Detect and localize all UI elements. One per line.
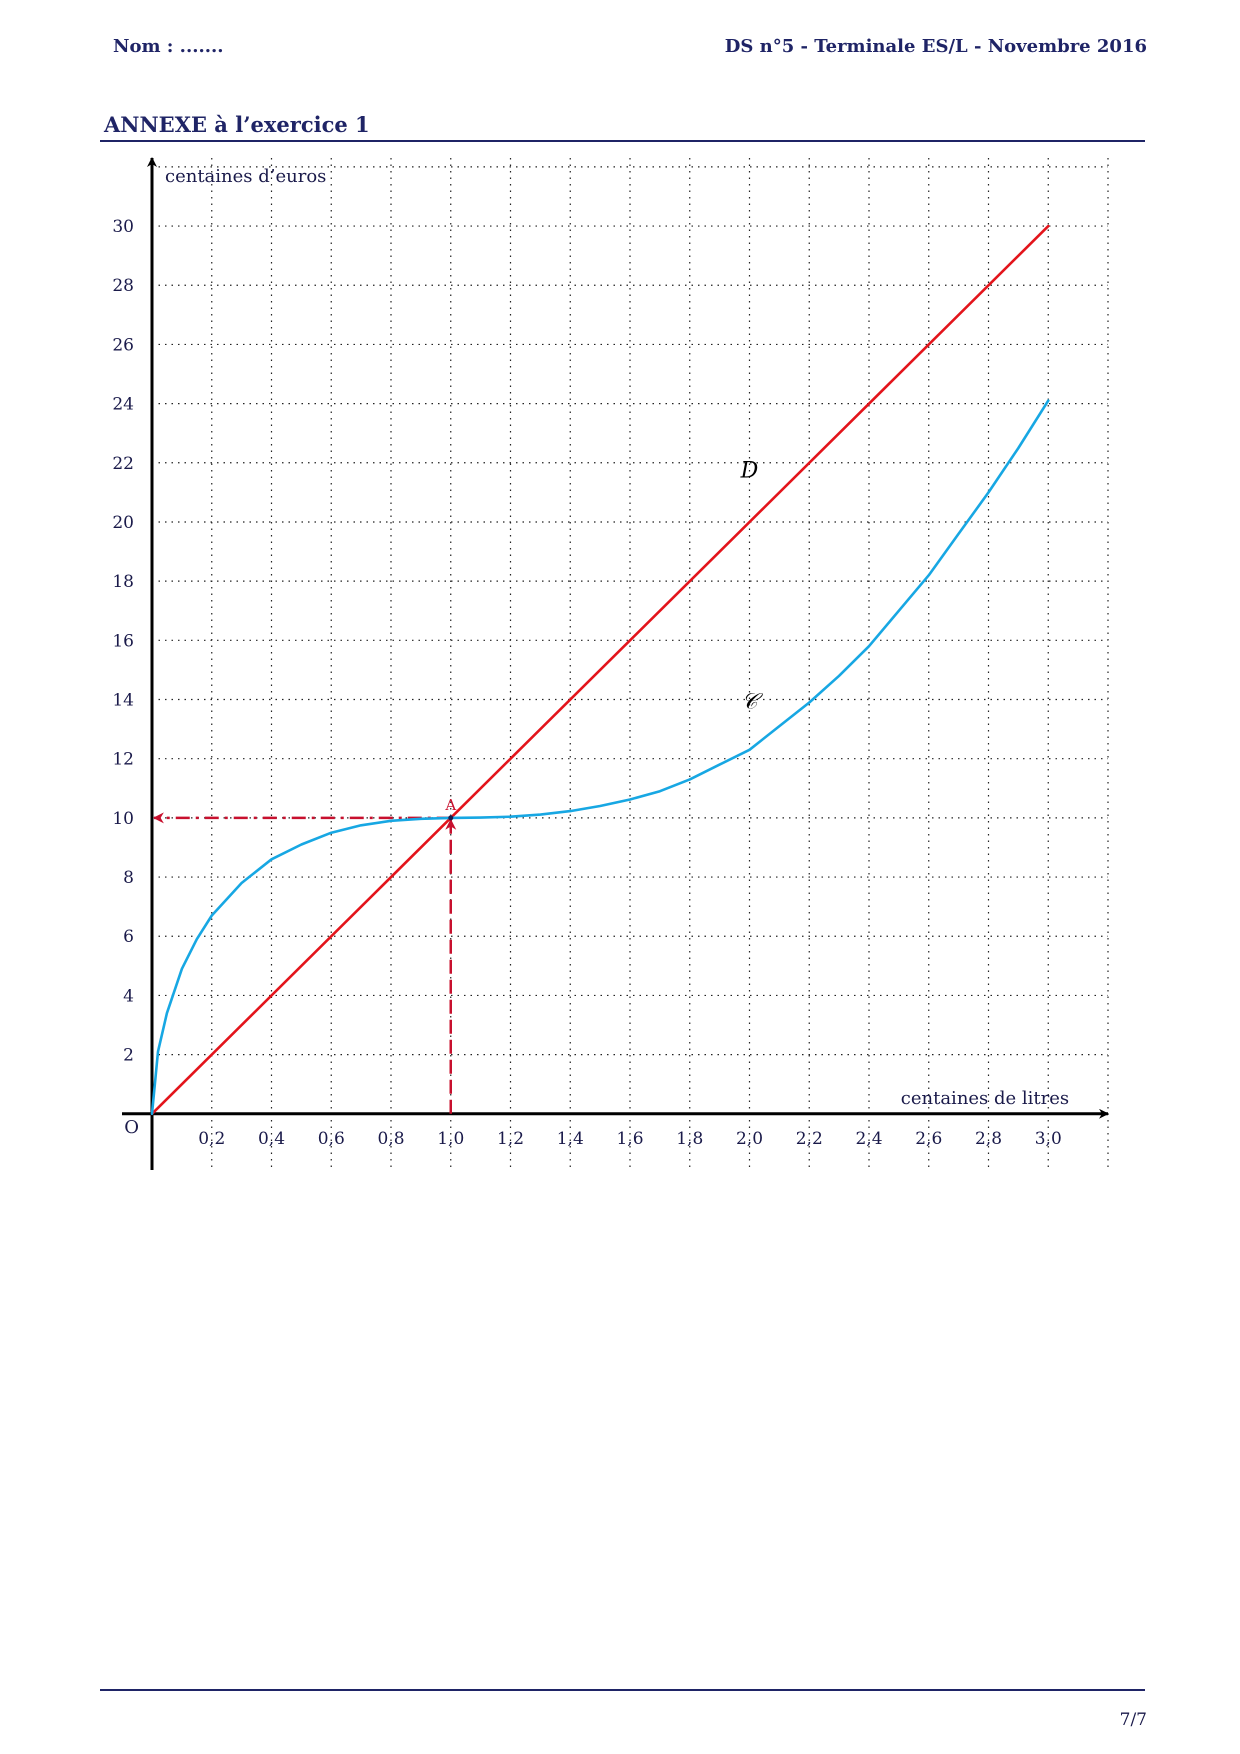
curve-c-label: 𝒞 xyxy=(741,689,763,714)
x-tick-label: 0,2 xyxy=(198,1129,225,1149)
annexe-title: ANNEXE à l’exercice 1 xyxy=(104,112,370,137)
y-tick-label: 8 xyxy=(123,868,134,888)
x-tick-label: 2,4 xyxy=(855,1129,882,1149)
y-tick-label: 28 xyxy=(112,276,134,296)
y-tick-label: 22 xyxy=(112,454,134,474)
x-tick-label: 0,4 xyxy=(258,1129,285,1149)
y-tick-label: 18 xyxy=(112,572,134,592)
page-number: 7/7 xyxy=(1119,1710,1147,1730)
x-tick-label: 1,6 xyxy=(616,1129,643,1149)
x-axis-title: centaines de litres xyxy=(901,1088,1069,1109)
x-tick-label: 0,6 xyxy=(318,1129,345,1149)
x-tick-label: 1,0 xyxy=(437,1129,464,1149)
tick-labels: 0,2 0,4 0,6 0,8 1,0 1,2 1,4 1,6 1,8 2,0 2,2 2,4 2,6 2… xyxy=(112,217,1061,1149)
y-tick-label: 10 xyxy=(112,809,134,829)
y-axis-title: centaines d’euros xyxy=(165,166,326,187)
guide-lines xyxy=(152,812,457,1114)
y-tick-label: 16 xyxy=(112,631,134,651)
y-tick-label: 30 xyxy=(112,217,134,237)
chart-labels: centaines d’euros centaines de litres D 𝒞 A xyxy=(165,166,1069,1109)
x-tick-label: 2,8 xyxy=(975,1129,1002,1149)
x-tick-label: 2,6 xyxy=(915,1129,942,1149)
header-exam-info: DS n°5 - Terminale ES/L - Novembre 2016 xyxy=(724,36,1147,57)
x-tick-label: 1,2 xyxy=(497,1129,524,1149)
x-tick-label: 2,2 xyxy=(796,1129,823,1149)
x-tick-label: 0,8 xyxy=(377,1129,404,1149)
title-divider xyxy=(100,140,1145,142)
y-tick-label: 26 xyxy=(112,335,134,355)
axes xyxy=(122,157,1109,1170)
x-tick-label: 2,0 xyxy=(736,1129,763,1149)
point-a-label: A xyxy=(444,796,456,814)
y-tick-label: 6 xyxy=(123,927,134,947)
series xyxy=(150,224,1050,1116)
curve-c xyxy=(150,399,1050,1116)
header-name-field: Nom : ....... xyxy=(113,36,224,57)
y-tick-label: 4 xyxy=(123,986,134,1006)
y-tick-label: 20 xyxy=(112,513,134,533)
point-a xyxy=(448,815,454,821)
y-tick-label: 12 xyxy=(112,750,134,770)
x-tick-label: 1,8 xyxy=(676,1129,703,1149)
footer-divider xyxy=(100,1689,1145,1691)
y-tick-label: 14 xyxy=(112,691,134,711)
line-d-label: D xyxy=(740,459,759,484)
y-tick-label: 2 xyxy=(123,1046,134,1066)
y-tick-label: 24 xyxy=(112,395,134,415)
origin-label: O xyxy=(124,1117,139,1138)
x-tick-label: 3,0 xyxy=(1035,1129,1062,1149)
x-tick-label: 1,4 xyxy=(557,1129,584,1149)
line-d xyxy=(150,224,1050,1116)
